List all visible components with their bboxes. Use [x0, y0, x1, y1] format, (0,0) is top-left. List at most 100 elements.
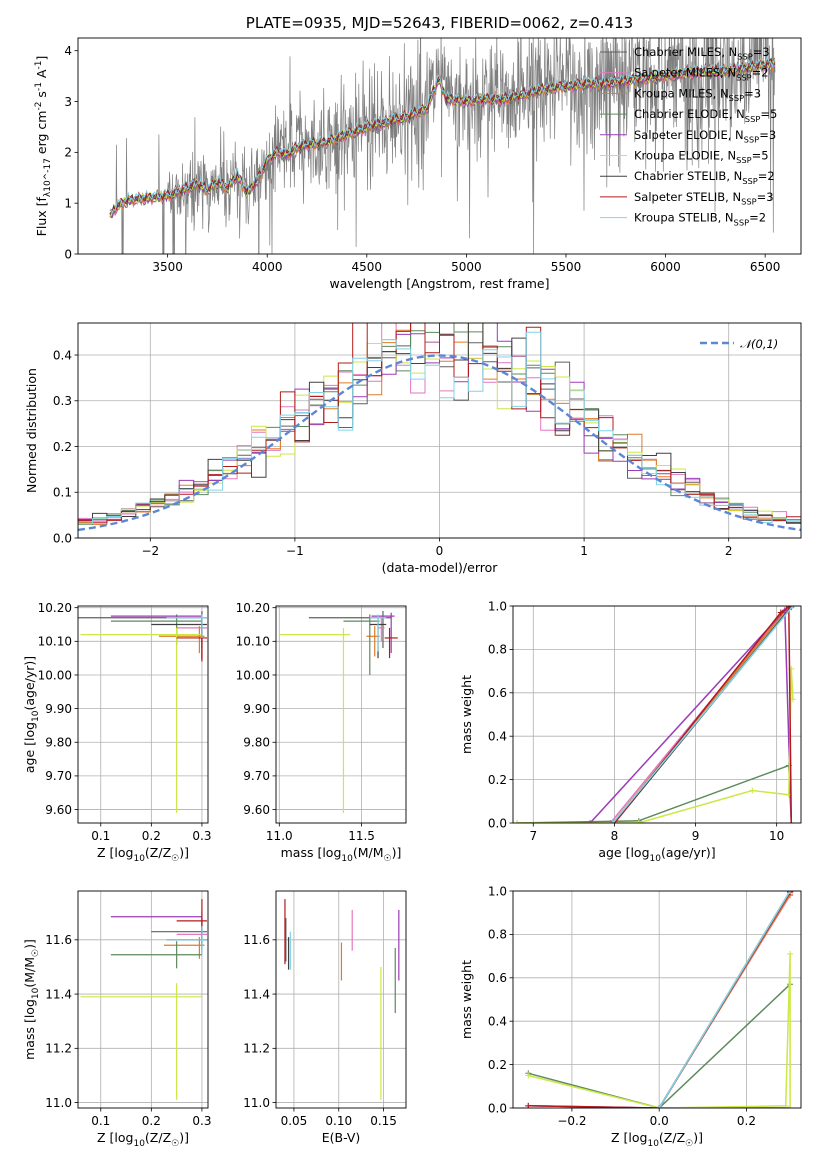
panel-mass_vs_Z: 0.1 0.2 0.311.011.211.411.6Z [log10(Z/Z☉)]…: [22, 890, 211, 1149]
tick-label-y: 9.60: [243, 803, 270, 817]
label-segment: =2: [752, 66, 769, 80]
label-segment: (Z/Z: [145, 1130, 171, 1145]
label-segment: Salpeter ELODIE, N: [634, 128, 744, 142]
label-segment: 10: [647, 1139, 659, 1149]
label-segment: )]: [392, 845, 402, 860]
plot-area: [525, 891, 794, 1108]
tick-label-x: 5500: [551, 260, 582, 274]
tick-label-y: 11.6: [243, 933, 270, 947]
ticks: 0.05 0.10 0.15 11.0 11.2 11.4 11.6: [243, 933, 397, 1128]
y-axis-label: age [log10(age/yr)]: [22, 656, 41, 773]
label-segment: (age/yr)]: [22, 656, 37, 711]
weight-point: [525, 1072, 532, 1079]
label-segment: )]: [179, 1130, 189, 1145]
tick-label-x: −1: [286, 544, 304, 558]
ticks: 0.1 0.2 0.3 9.60 9.70 9.80 9.90 10.00 10.10 10.20: [38, 601, 212, 843]
tick-label-y: 11.0: [45, 1096, 72, 1110]
plot-area: [78, 323, 801, 538]
label-segment: ☉: [171, 854, 179, 864]
x-axis-label: Z [log10(Z/Z☉)]: [611, 1130, 703, 1149]
weight-line: [517, 668, 794, 823]
tick-label-y: 10.10: [236, 635, 270, 649]
weight-line: [613, 606, 793, 823]
plot-area: [78, 611, 207, 813]
errorbar-salpeter-stelib: [384, 627, 398, 659]
tick-label-y: 9.70: [45, 769, 72, 783]
label-segment: Chabrier STELIB, N: [634, 169, 742, 183]
tick-label-x: 4000: [252, 260, 283, 274]
tick-label-x: 0.2: [142, 1114, 161, 1128]
x-axis-label: age [log10(age/yr)]: [598, 845, 715, 864]
label-segment: wavelength [Angstrom, rest frame]: [329, 276, 549, 291]
tick-label-x: 7: [529, 829, 537, 843]
tick-label-y: 10.20: [38, 601, 72, 615]
normal-distribution-curve: [78, 354, 801, 532]
tick-label-x: 3500: [152, 260, 183, 274]
label-segment: (data-model)/error: [382, 560, 499, 575]
label-segment: Kroupa ELODIE, N: [634, 149, 736, 163]
panel-mass_vs_ebv: 0.05 0.10 0.15 11.0 11.2 11.4 11.6 E(B-V): [243, 890, 407, 1145]
axes-frame: [512, 890, 802, 1109]
label-segment: (M/M: [353, 845, 384, 860]
series-kroupa-stelib: [609, 606, 796, 823]
chart-title: PLATE=0935, MJD=52643, FIBERID=0062, z=0…: [246, 14, 633, 32]
label-segment: A: [34, 69, 49, 82]
ticks: 11.0 11.5 9.60 9.70 9.80 9.90 10.00 10.10 10.20: [236, 601, 375, 843]
label-segment: age [log: [598, 845, 649, 860]
tick-label-y: 1.0: [488, 599, 507, 613]
legend-entry: Kroupa STELIB, NSSP=2: [634, 211, 766, 228]
x-axis-label: Z [log10(Z/Z☉)]: [97, 1130, 189, 1149]
label-segment: =3: [744, 86, 761, 100]
tick-label-y: 3: [64, 95, 72, 109]
weight-point: [609, 820, 616, 823]
ticks: 3500 4000 4500 5000 5500 6000 6500 0 1 2 3 4: [64, 44, 780, 274]
weight-line: [658, 891, 791, 1108]
label-segment: E(B-V): [322, 1130, 361, 1145]
weight-point: [635, 820, 642, 823]
errorbar-chabrier-elodie: [110, 614, 202, 645]
tick-label-y: 9.80: [243, 736, 270, 750]
legend-entry: Kroupa ELODIE, NSSP=5: [634, 149, 769, 166]
panel-spectrum: 3500 4000 4500 5000 5500 6000 6500 0 1 2 3 4 wavelen…: [34, 14, 802, 291]
series-kroupa-elodie: [514, 665, 796, 823]
tick-label-y: 0.0: [488, 816, 507, 830]
tick-label-x: 0.15: [370, 1114, 397, 1128]
panel-age_vs_mass: 11.0 11.5 9.60 9.70 9.80 9.90 10.00 10.10 10.20 m…: [236, 601, 407, 864]
weight-point: [788, 820, 795, 823]
weight-point: [787, 1105, 794, 1108]
label-segment: ☉: [31, 949, 41, 957]
ticks: 0.1 0.2 0.3 11.0 11.2 11.4 11.6: [45, 933, 211, 1128]
panel-age_vs_Z: 0.1 0.2 0.3 9.60 9.70 9.80 9.90 10.00 10.10 10.20…: [22, 601, 211, 864]
y-axis-label: mass [log10(M/M☉)]: [22, 939, 41, 1060]
weight-point: [777, 609, 784, 616]
legend-entry: Salpeter STELIB, NSSP=3: [634, 190, 774, 207]
tick-label-y: 0.0: [53, 531, 72, 545]
y-axis-label: Flux [fλ10^-17 erg cm-2 s-1 A-1]: [34, 56, 53, 237]
legend-entry: Chabrier MILES, NSSP=3: [634, 45, 770, 62]
tick-label-x: 2: [725, 544, 733, 558]
label-segment: (Z/Z: [659, 1130, 685, 1145]
tick-label-y: 0.8: [488, 928, 507, 942]
label-segment: 10: [341, 854, 353, 864]
errorbar-kroupa-stelib: [166, 614, 207, 638]
tick-label-y: 9.90: [243, 702, 270, 716]
label-segment: Kroupa STELIB, N: [634, 211, 734, 225]
label-segment: )]: [22, 939, 37, 949]
weight-point: [787, 891, 794, 894]
label-segment: SSP: [736, 155, 752, 165]
axes-frame: [77, 605, 209, 824]
weight-point: [587, 820, 594, 823]
tick-label-y: 0.4: [488, 730, 507, 744]
label-segment: s: [34, 91, 49, 102]
label-segment: =5: [752, 149, 769, 163]
tick-label-y: 0: [64, 247, 72, 261]
legend-entry: 𝒩(0,1): [740, 337, 778, 351]
y-axis-label: Normed distribution: [24, 368, 39, 493]
tick-label-y: 11.2: [45, 1042, 72, 1056]
label-segment: mass [log: [22, 999, 37, 1060]
axes-frame: [77, 37, 802, 255]
weight-point: [789, 606, 796, 609]
tick-label-y: 0.6: [488, 686, 507, 700]
